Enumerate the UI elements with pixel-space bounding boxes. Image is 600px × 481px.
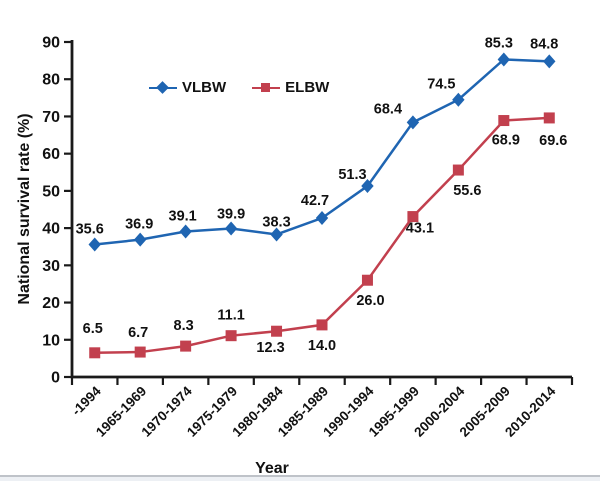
data-label: 11.1 [217,308,244,324]
data-label: 39.9 [217,206,245,222]
vlbw-legend-marker-icon [149,81,177,95]
vlbw-marker [133,232,147,247]
data-label: 69.6 [539,133,567,149]
legend-label-elbw: ELBW [285,79,330,96]
elbw-marker [271,325,283,337]
elbw-marker [180,340,192,352]
y-tick-label: 90 [42,35,60,52]
data-label: 39.1 [169,208,197,224]
y-tick-label: 40 [42,221,60,238]
data-label: 43.1 [406,221,434,237]
y-tick-label: 20 [42,295,60,312]
legend: VLBW ELBW [149,79,329,96]
x-tick-label: 2010-2014 [502,383,559,440]
y-tick-label: 70 [42,109,60,126]
data-label: 84.8 [530,36,558,52]
elbw-marker [498,115,510,127]
y-tick-label: 0 [51,370,60,387]
vlbw-marker [270,227,283,242]
data-label: 42.7 [301,193,329,209]
y-tick-label: 30 [42,258,60,275]
data-label: 51.3 [338,167,366,183]
elbw-marker [407,211,419,223]
data-label: 55.6 [453,183,481,199]
data-label: 12.3 [256,340,284,356]
vlbw-marker [452,92,465,107]
vlbw-marker [543,54,556,69]
data-label: 38.3 [262,214,290,230]
x-tick-label: -1994 [69,383,104,418]
y-tick-label: 50 [42,183,60,200]
legend-item-elbw: ELBW [252,79,329,96]
elbw-legend-marker-icon [252,81,281,95]
vlbw-marker [224,221,238,236]
vlbw-marker [361,179,374,194]
vlbw-marker [179,224,192,239]
elbw-marker [316,319,328,331]
y-tick-label: 10 [42,332,60,349]
data-label: 74.5 [427,77,455,93]
data-label: 68.4 [374,101,402,117]
elbw-marker [361,274,373,286]
vlbw-marker [88,237,101,252]
elbw-marker [543,112,555,124]
elbw-marker [89,347,101,359]
data-label: 14.0 [308,338,336,354]
x-axis-title: Year [255,460,289,477]
bottom-divider [0,475,600,481]
data-label: 36.9 [125,217,153,233]
elbw-marker [134,346,146,358]
y-tick-label: 60 [42,146,60,163]
vlbw-marker [406,115,420,130]
data-label: 26.0 [356,293,384,309]
y-axis-title: National survival rate (%) [16,113,33,305]
elbw-marker [225,330,237,342]
data-label: 6.7 [128,325,148,341]
data-label: 8.3 [174,318,194,334]
data-label: 85.3 [485,35,513,51]
data-label: 6.5 [83,321,103,337]
legend-item-vlbw: VLBW [149,79,226,96]
legend-label-vlbw: VLBW [182,79,227,96]
vlbw-marker [497,52,511,67]
data-label: 35.6 [76,221,104,237]
y-tick-label: 80 [42,72,60,89]
elbw-marker [452,164,464,176]
data-label: 68.9 [492,133,520,149]
vlbw-marker [315,211,329,226]
